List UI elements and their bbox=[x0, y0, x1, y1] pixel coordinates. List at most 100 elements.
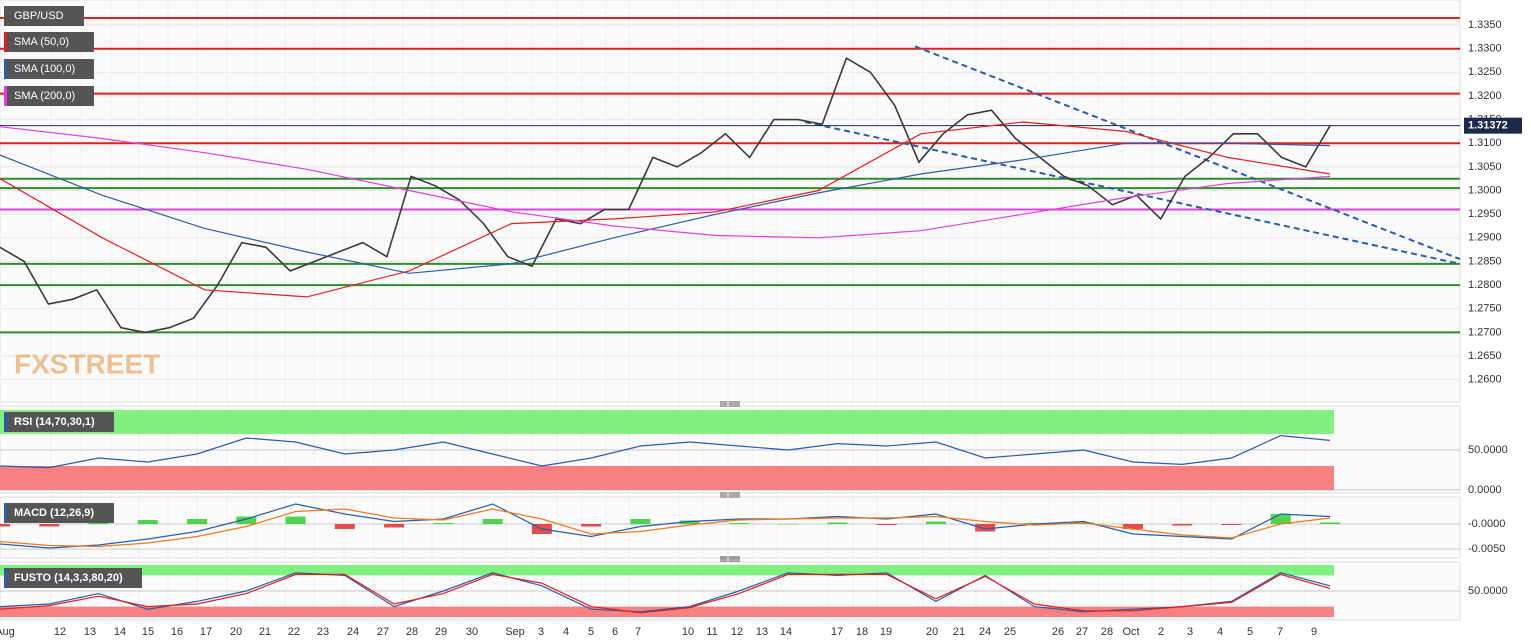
histogram-bar bbox=[827, 522, 848, 524]
y-tick-label: 0.0000 bbox=[1468, 484, 1502, 496]
histogram-bar bbox=[1172, 524, 1193, 526]
series-line bbox=[0, 503, 1331, 549]
x-tick-label: 5 bbox=[588, 626, 594, 638]
x-tick-label: 14 bbox=[114, 626, 126, 638]
legend-swatch bbox=[4, 86, 7, 106]
x-tick-label: 28 bbox=[406, 626, 418, 638]
y-tick-label: 50.0000 bbox=[1468, 444, 1508, 456]
x-tick-label: 7 bbox=[1277, 626, 1283, 638]
zone bbox=[0, 565, 1334, 576]
panel-title-box bbox=[4, 503, 114, 523]
y-tick-label: 1.2850 bbox=[1468, 255, 1502, 267]
x-tick-label: 14 bbox=[780, 626, 792, 638]
y-tick-label: 1.2650 bbox=[1468, 350, 1502, 362]
x-tick-label: 9 bbox=[1311, 626, 1317, 638]
x-tick-label: 4 bbox=[1217, 626, 1223, 638]
series-line bbox=[0, 142, 1331, 274]
x-tick-label: 26 bbox=[1052, 626, 1064, 638]
legend-label: SMA (100,0) bbox=[14, 63, 75, 75]
panel-title-box bbox=[4, 412, 114, 432]
x-tick-label: 7 bbox=[635, 626, 641, 638]
histogram-bar bbox=[925, 521, 946, 524]
x-tick-label: Sep bbox=[505, 626, 525, 638]
x-tick-label: 17 bbox=[831, 626, 843, 638]
histogram-bar bbox=[482, 519, 503, 524]
y-tick-label: 1.3050 bbox=[1468, 161, 1502, 173]
y-tick-label: 1.2700 bbox=[1468, 326, 1502, 338]
y-tick-label: -0.0050 bbox=[1468, 543, 1505, 555]
histogram-bar bbox=[630, 519, 651, 524]
x-tick-label: 4 bbox=[563, 626, 569, 638]
panel-bg bbox=[0, 0, 1461, 403]
legend-title: GBP/USD bbox=[14, 10, 64, 22]
histogram-bar bbox=[285, 516, 306, 524]
histogram-bar bbox=[679, 520, 700, 524]
histogram-bar bbox=[778, 524, 799, 525]
y-tick-label: 1.3100 bbox=[1468, 137, 1502, 149]
histogram-bar bbox=[39, 524, 60, 527]
x-tick-label: 30 bbox=[466, 626, 478, 638]
panel-title-swatch bbox=[4, 412, 7, 432]
legend-swatch bbox=[4, 32, 7, 52]
legend-label: SMA (200,0) bbox=[14, 90, 75, 102]
x-tick-label: 5 bbox=[1247, 626, 1253, 638]
last-price-tag bbox=[1464, 117, 1522, 134]
last-price-label: 1.31372 bbox=[1468, 120, 1508, 132]
zone bbox=[0, 606, 1334, 617]
panel-title: RSI (14,70,30,1) bbox=[14, 416, 95, 428]
x-tick-label: 3 bbox=[538, 626, 544, 638]
series-line bbox=[0, 573, 1331, 614]
series-line bbox=[0, 508, 1331, 548]
histogram-bar bbox=[137, 520, 158, 524]
x-tick-label: 16 bbox=[171, 626, 183, 638]
histogram-bar bbox=[1221, 524, 1242, 525]
x-tick-label: 18 bbox=[856, 626, 868, 638]
x-tick-label: 17 bbox=[200, 626, 212, 638]
x-tick-label: 21 bbox=[953, 626, 965, 638]
histogram-bar bbox=[876, 524, 897, 525]
histogram-bar bbox=[88, 522, 109, 524]
histogram-bar bbox=[581, 524, 602, 527]
histogram-bar bbox=[0, 524, 10, 527]
histogram-bar bbox=[384, 524, 405, 528]
y-tick-label: 1.2950 bbox=[1468, 208, 1502, 220]
panel-title: MACD (12,26,9) bbox=[14, 507, 94, 519]
x-tick-label: 24 bbox=[979, 626, 991, 638]
x-tick-label: 13 bbox=[756, 626, 768, 638]
legend-box bbox=[4, 86, 94, 106]
series-line bbox=[0, 434, 1331, 469]
legend-box bbox=[4, 32, 94, 52]
histogram-bar bbox=[187, 519, 208, 524]
x-tick-label: 28 bbox=[1101, 626, 1113, 638]
histogram-bar bbox=[1270, 514, 1291, 524]
x-tick-label: 3 bbox=[1187, 626, 1193, 638]
y-tick-label: 1.2600 bbox=[1468, 374, 1502, 386]
histogram-bar bbox=[433, 523, 454, 524]
legend-box bbox=[4, 59, 94, 79]
trendline bbox=[804, 121, 1461, 265]
y-tick-label: 1.3300 bbox=[1468, 43, 1502, 55]
histogram-bar bbox=[236, 516, 257, 524]
x-tick-label: 12 bbox=[731, 626, 743, 638]
histogram-bar bbox=[1122, 524, 1143, 529]
x-tick-label: 25 bbox=[1004, 626, 1016, 638]
x-tick-label: 20 bbox=[926, 626, 938, 638]
x-tick-label: 27 bbox=[377, 626, 389, 638]
zone bbox=[0, 410, 1334, 434]
histogram-bar bbox=[334, 524, 355, 529]
y-tick-label: 1.2800 bbox=[1468, 279, 1502, 291]
x-tick-label: 6 bbox=[612, 626, 618, 638]
x-tick-label: Oct bbox=[1122, 626, 1139, 638]
x-tick-label: Aug bbox=[0, 626, 15, 638]
x-tick-label: 23 bbox=[317, 626, 329, 638]
x-tick-label: 24 bbox=[347, 626, 359, 638]
y-tick-label: 1.2750 bbox=[1468, 303, 1502, 315]
y-tick-label: 1.2900 bbox=[1468, 232, 1502, 244]
x-tick-label: 19 bbox=[880, 626, 892, 638]
legend-label: SMA (50,0) bbox=[14, 36, 69, 48]
x-tick-label: 29 bbox=[435, 626, 447, 638]
legend-box bbox=[4, 6, 84, 26]
trendline bbox=[914, 45, 1461, 261]
x-tick-label: 15 bbox=[142, 626, 154, 638]
